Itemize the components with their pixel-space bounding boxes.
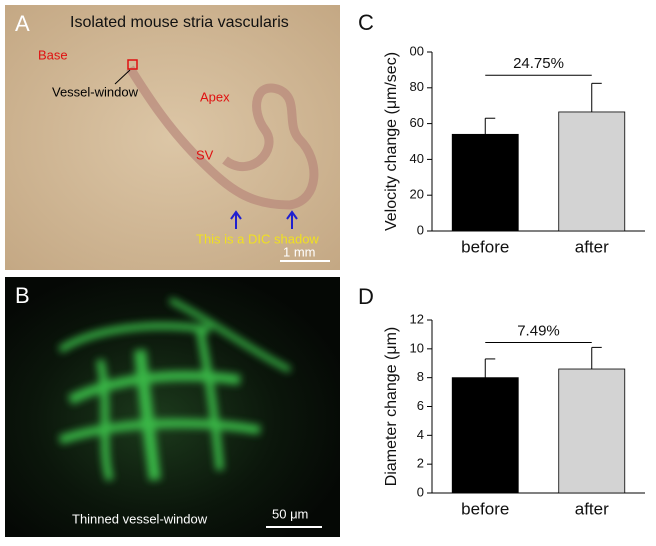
label: SV (196, 147, 214, 162)
y-tick-label: 8 (417, 369, 424, 384)
y-tick-label: 4 (417, 427, 424, 442)
x-tick-label: before (461, 237, 509, 256)
label: This is a DIC shadow (196, 231, 319, 246)
y-tick-label: 0 (417, 484, 424, 499)
y-tick-label: 6 (417, 398, 424, 413)
y-tick-label: 20 (410, 187, 424, 202)
bar (451, 133, 519, 232)
scale-label: 50 μm (272, 506, 308, 521)
y-tick-label: 10 (410, 340, 424, 355)
scale-label: 1 mm (283, 244, 316, 259)
annotation: 24.75% (513, 55, 564, 72)
panel-letter: B (15, 283, 30, 308)
y-tick-label: 60 (410, 115, 424, 130)
bar (558, 368, 626, 494)
y-tick-label: 80 (410, 79, 424, 94)
y-tick-label: 2 (417, 456, 424, 471)
bar (558, 111, 626, 232)
x-tick-label: before (461, 499, 509, 518)
label: Base (38, 47, 68, 62)
label: Apex (200, 89, 230, 104)
x-tick-label: after (575, 499, 609, 518)
y-axis-label: Diameter change (μm) (383, 327, 400, 487)
label: Vessel-window (52, 84, 139, 99)
annotation: 7.49% (517, 322, 560, 339)
bar (451, 377, 519, 494)
y-tick-label: 40 (410, 151, 424, 166)
caption: Thinned vessel-window (72, 511, 208, 526)
photo-title: Isolated mouse stria vascularis (70, 14, 289, 31)
panel-letter: D (358, 284, 374, 309)
y-axis-label: Velocity change (μm/sec) (383, 52, 400, 231)
y-tick-label: 0 (417, 222, 424, 237)
x-tick-label: after (575, 237, 609, 256)
photo-b: B Thinned vessel-window 50 μm (5, 277, 340, 537)
y-tick-label: 12 (410, 311, 424, 326)
photo-a: A Isolated mouse stria vascularis Base V… (5, 5, 340, 270)
y-tick-label: 00 (410, 43, 424, 58)
panel-letter: C (358, 10, 374, 35)
panel-letter: A (15, 11, 30, 36)
